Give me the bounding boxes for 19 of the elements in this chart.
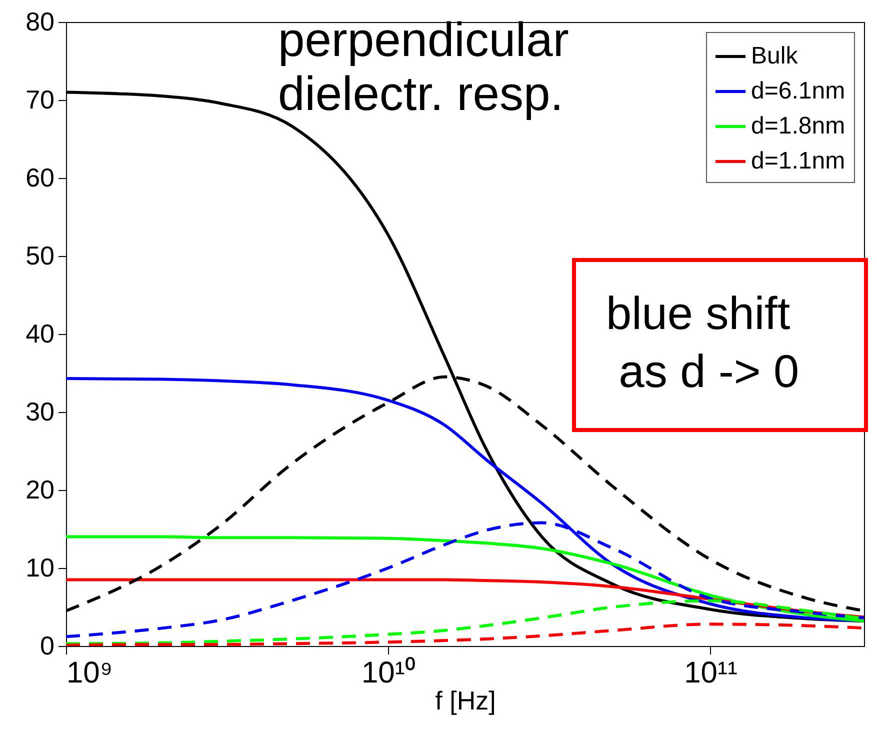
y-tick-label: 40 (26, 318, 54, 348)
y-tick-label: 60 (26, 162, 54, 192)
y-tick-label: 10 (26, 552, 54, 582)
y-tick-label: 30 (26, 396, 54, 426)
x-tick-label: 10¹¹ (684, 656, 738, 690)
x-tick-label: 10⁹ (66, 656, 113, 690)
y-tick-label: 0 (40, 630, 54, 660)
outline-box: blue shift as d -> 0 (572, 258, 868, 432)
y-tick-label: 70 (26, 84, 54, 114)
x-axis-title: f [Hz] (435, 686, 496, 716)
y-tick-label: 50 (26, 240, 54, 270)
legend-label: d=1.1nm (751, 148, 846, 174)
legend-label: Bulk (751, 42, 799, 70)
legend-label: d=1.8nm (751, 112, 846, 140)
legend-label: d=6.1nm (751, 78, 846, 104)
annotation: perpendicular dielectr. resp. (278, 14, 569, 122)
y-tick-label: 20 (26, 474, 54, 504)
y-tick-label: 80 (26, 6, 54, 36)
x-tick-label: 10¹⁰ (361, 656, 416, 690)
